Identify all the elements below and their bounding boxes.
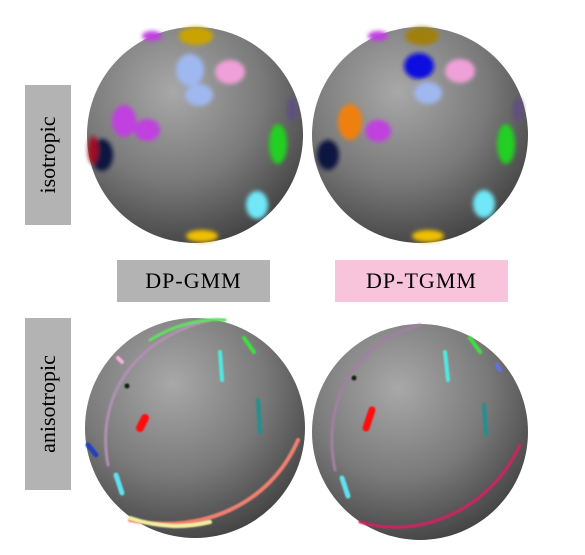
cluster <box>112 105 136 137</box>
cluster <box>405 27 439 45</box>
arc <box>128 516 212 529</box>
clusters <box>85 318 300 529</box>
arc <box>330 323 422 472</box>
row-label-box: isotropic <box>25 85 71 225</box>
cluster <box>88 136 98 164</box>
clusters <box>330 323 522 529</box>
cluster <box>468 336 482 354</box>
cluster <box>473 190 495 218</box>
row-label: isotropic <box>35 116 60 194</box>
cluster <box>368 31 388 41</box>
cluster <box>351 375 357 381</box>
cluster <box>269 124 287 164</box>
sphere <box>87 27 303 243</box>
sphere-iso-tgmm <box>312 27 528 243</box>
clusters <box>88 27 297 242</box>
cluster <box>186 230 218 242</box>
cluster <box>136 414 149 432</box>
cluster <box>513 98 523 122</box>
cluster <box>365 120 391 142</box>
cluster <box>445 59 475 83</box>
cluster <box>287 98 297 122</box>
cluster <box>142 31 162 41</box>
sphere-aniso-gmm <box>85 318 305 538</box>
cluster <box>218 350 224 382</box>
cluster <box>134 119 160 141</box>
cluster <box>242 336 256 354</box>
sphere <box>85 318 305 538</box>
cluster <box>116 356 124 364</box>
cluster <box>246 191 268 219</box>
cluster <box>495 363 502 372</box>
row-label: anisotropic <box>35 355 60 453</box>
cluster <box>414 82 442 104</box>
cluster <box>176 54 204 86</box>
cluster <box>338 104 362 140</box>
cluster <box>497 124 515 164</box>
cluster <box>404 53 434 79</box>
cluster <box>185 84 213 106</box>
arc <box>148 318 227 342</box>
arc <box>104 318 212 467</box>
arc <box>358 443 522 529</box>
cluster <box>412 230 444 242</box>
cluster <box>179 27 213 45</box>
clusters <box>317 27 523 242</box>
sphere-iso-gmm <box>87 27 303 243</box>
cluster <box>339 475 351 499</box>
sphere <box>312 324 528 540</box>
cluster <box>85 442 99 458</box>
cluster <box>215 60 245 84</box>
column-label: DP-TGMM <box>335 260 508 302</box>
cluster <box>362 406 376 432</box>
cluster <box>482 403 488 436</box>
cluster <box>317 140 339 170</box>
column-label: DP-GMM <box>117 260 270 302</box>
cluster <box>256 398 262 434</box>
row-label-box: anisotropic <box>25 318 71 490</box>
sphere-aniso-tgmm <box>312 323 528 540</box>
cluster <box>443 350 450 382</box>
sphere <box>312 27 528 243</box>
cluster <box>113 472 125 496</box>
cluster <box>124 383 130 389</box>
